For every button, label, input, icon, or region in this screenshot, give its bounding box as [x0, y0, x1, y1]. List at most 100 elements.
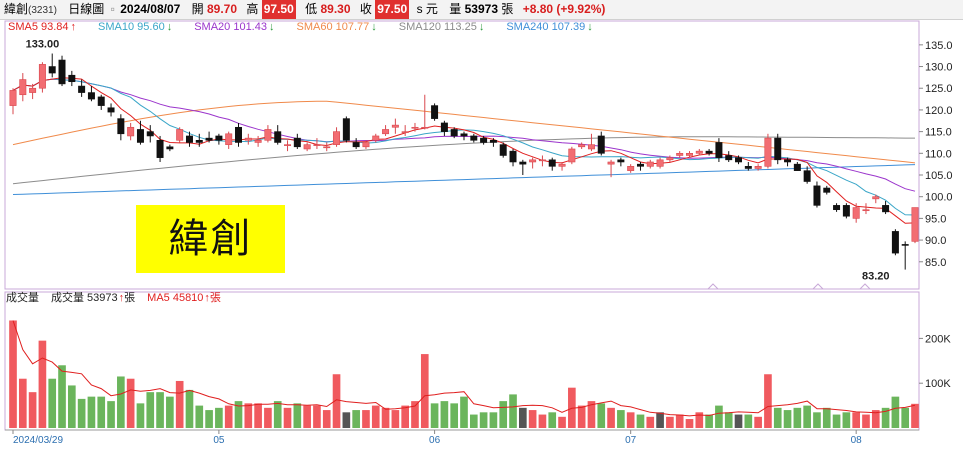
volume-bar[interactable] [244, 403, 253, 428]
candle-body[interactable] [744, 166, 752, 169]
candle-body[interactable] [833, 205, 841, 211]
volume-bar[interactable] [401, 405, 409, 428]
candle-body[interactable] [284, 144, 292, 146]
volume-bar[interactable] [136, 403, 145, 428]
volume-bar[interactable] [58, 365, 66, 428]
volume-bar[interactable] [28, 392, 37, 428]
candle-body[interactable] [842, 205, 850, 217]
volume-bar[interactable] [783, 410, 792, 428]
volume-bar[interactable] [832, 414, 841, 428]
volume-bar[interactable] [215, 407, 223, 428]
candle-body[interactable] [627, 166, 635, 171]
candle-body[interactable] [646, 161, 654, 167]
volume-bar[interactable] [734, 414, 743, 428]
volume-bar[interactable] [911, 403, 919, 428]
volume-bar[interactable] [185, 389, 194, 428]
volume-bar[interactable] [283, 407, 292, 428]
volume-bar[interactable] [901, 407, 910, 428]
candle-body[interactable] [205, 137, 213, 141]
candle-body[interactable] [87, 92, 95, 100]
candle-body[interactable] [872, 196, 880, 200]
candle-body[interactable] [352, 142, 360, 148]
volume-bar[interactable] [881, 407, 890, 428]
volume-bar[interactable] [617, 410, 625, 428]
volume-bar[interactable] [626, 412, 635, 428]
candle-body[interactable] [117, 118, 125, 135]
candle-body[interactable] [274, 131, 282, 143]
candle-body[interactable] [382, 129, 390, 135]
candle-body[interactable] [813, 185, 821, 206]
candle-body[interactable] [333, 131, 341, 145]
volume-bar[interactable] [773, 407, 782, 428]
candle-body[interactable] [254, 139, 262, 143]
candle-body[interactable] [156, 139, 164, 158]
candle-body[interactable] [695, 150, 703, 154]
volume-bar[interactable] [322, 410, 331, 428]
candle-body[interactable] [519, 161, 527, 165]
calendar-icon[interactable]: ▫ [110, 2, 115, 16]
volume-bar[interactable] [156, 392, 164, 428]
candle-body[interactable] [480, 137, 488, 143]
volume-bar[interactable] [68, 385, 76, 428]
volume-bar[interactable] [636, 414, 645, 428]
candle-body[interactable] [460, 133, 468, 137]
volume-bar[interactable] [489, 412, 498, 428]
volume-bar[interactable] [97, 396, 106, 428]
volume-bar[interactable] [420, 354, 429, 428]
candle-body[interactable] [470, 135, 478, 141]
candle-body[interactable] [127, 126, 135, 137]
candle-body[interactable] [293, 137, 301, 148]
volume-bar[interactable] [538, 414, 547, 428]
candle-body[interactable] [58, 59, 66, 85]
volume-bar[interactable] [852, 412, 860, 428]
candle-body[interactable] [440, 122, 448, 132]
candle-body[interactable] [607, 161, 615, 165]
volume-bar[interactable] [273, 401, 282, 428]
volume-bar[interactable] [685, 419, 694, 428]
volume-bar[interactable] [77, 398, 86, 428]
candle-body[interactable] [754, 166, 762, 169]
candle-body[interactable] [529, 159, 537, 163]
volume-bar[interactable] [440, 401, 449, 428]
volume-bar[interactable] [754, 416, 762, 428]
volume-bar[interactable] [705, 414, 713, 428]
candle-body[interactable] [303, 144, 311, 150]
candle-body[interactable] [362, 142, 370, 148]
candle-body[interactable] [901, 244, 909, 246]
candle-body[interactable] [548, 159, 556, 167]
volume-bar[interactable] [607, 407, 615, 428]
candle-body[interactable] [803, 170, 811, 182]
volume-bar[interactable] [587, 401, 596, 428]
candle-body[interactable] [499, 144, 507, 156]
volume-bar[interactable] [460, 396, 468, 428]
volume-bar[interactable] [224, 405, 233, 428]
candle-body[interactable] [489, 139, 497, 143]
volume-bar[interactable] [126, 378, 135, 428]
candle-body[interactable] [235, 126, 242, 143]
volume-bar[interactable] [469, 414, 478, 428]
candle-body[interactable] [862, 209, 870, 212]
candle-body[interactable] [882, 205, 890, 213]
volume-bar[interactable] [656, 412, 664, 428]
candle-body[interactable] [176, 129, 184, 141]
candle-body[interactable] [764, 137, 772, 167]
candle-body[interactable] [107, 107, 115, 113]
volume-bar[interactable] [391, 410, 400, 428]
candle-body[interactable] [431, 105, 439, 119]
candle-body[interactable] [146, 131, 154, 137]
volume-bar[interactable] [146, 392, 155, 428]
volume-bar[interactable] [558, 416, 566, 428]
candle-body[interactable] [244, 137, 252, 141]
volume-bar[interactable] [519, 407, 527, 428]
candle-body[interactable] [774, 137, 782, 161]
volume-bar[interactable] [117, 376, 125, 428]
volume-bar[interactable] [891, 396, 900, 428]
candle-body[interactable] [656, 159, 664, 167]
volume-bar[interactable] [646, 416, 655, 428]
candle-body[interactable] [911, 207, 919, 242]
candle-body[interactable] [705, 150, 713, 154]
candle-body[interactable] [29, 87, 37, 93]
candle-body[interactable] [676, 153, 684, 156]
volume-bar[interactable] [205, 410, 213, 428]
candle-body[interactable] [401, 131, 409, 133]
